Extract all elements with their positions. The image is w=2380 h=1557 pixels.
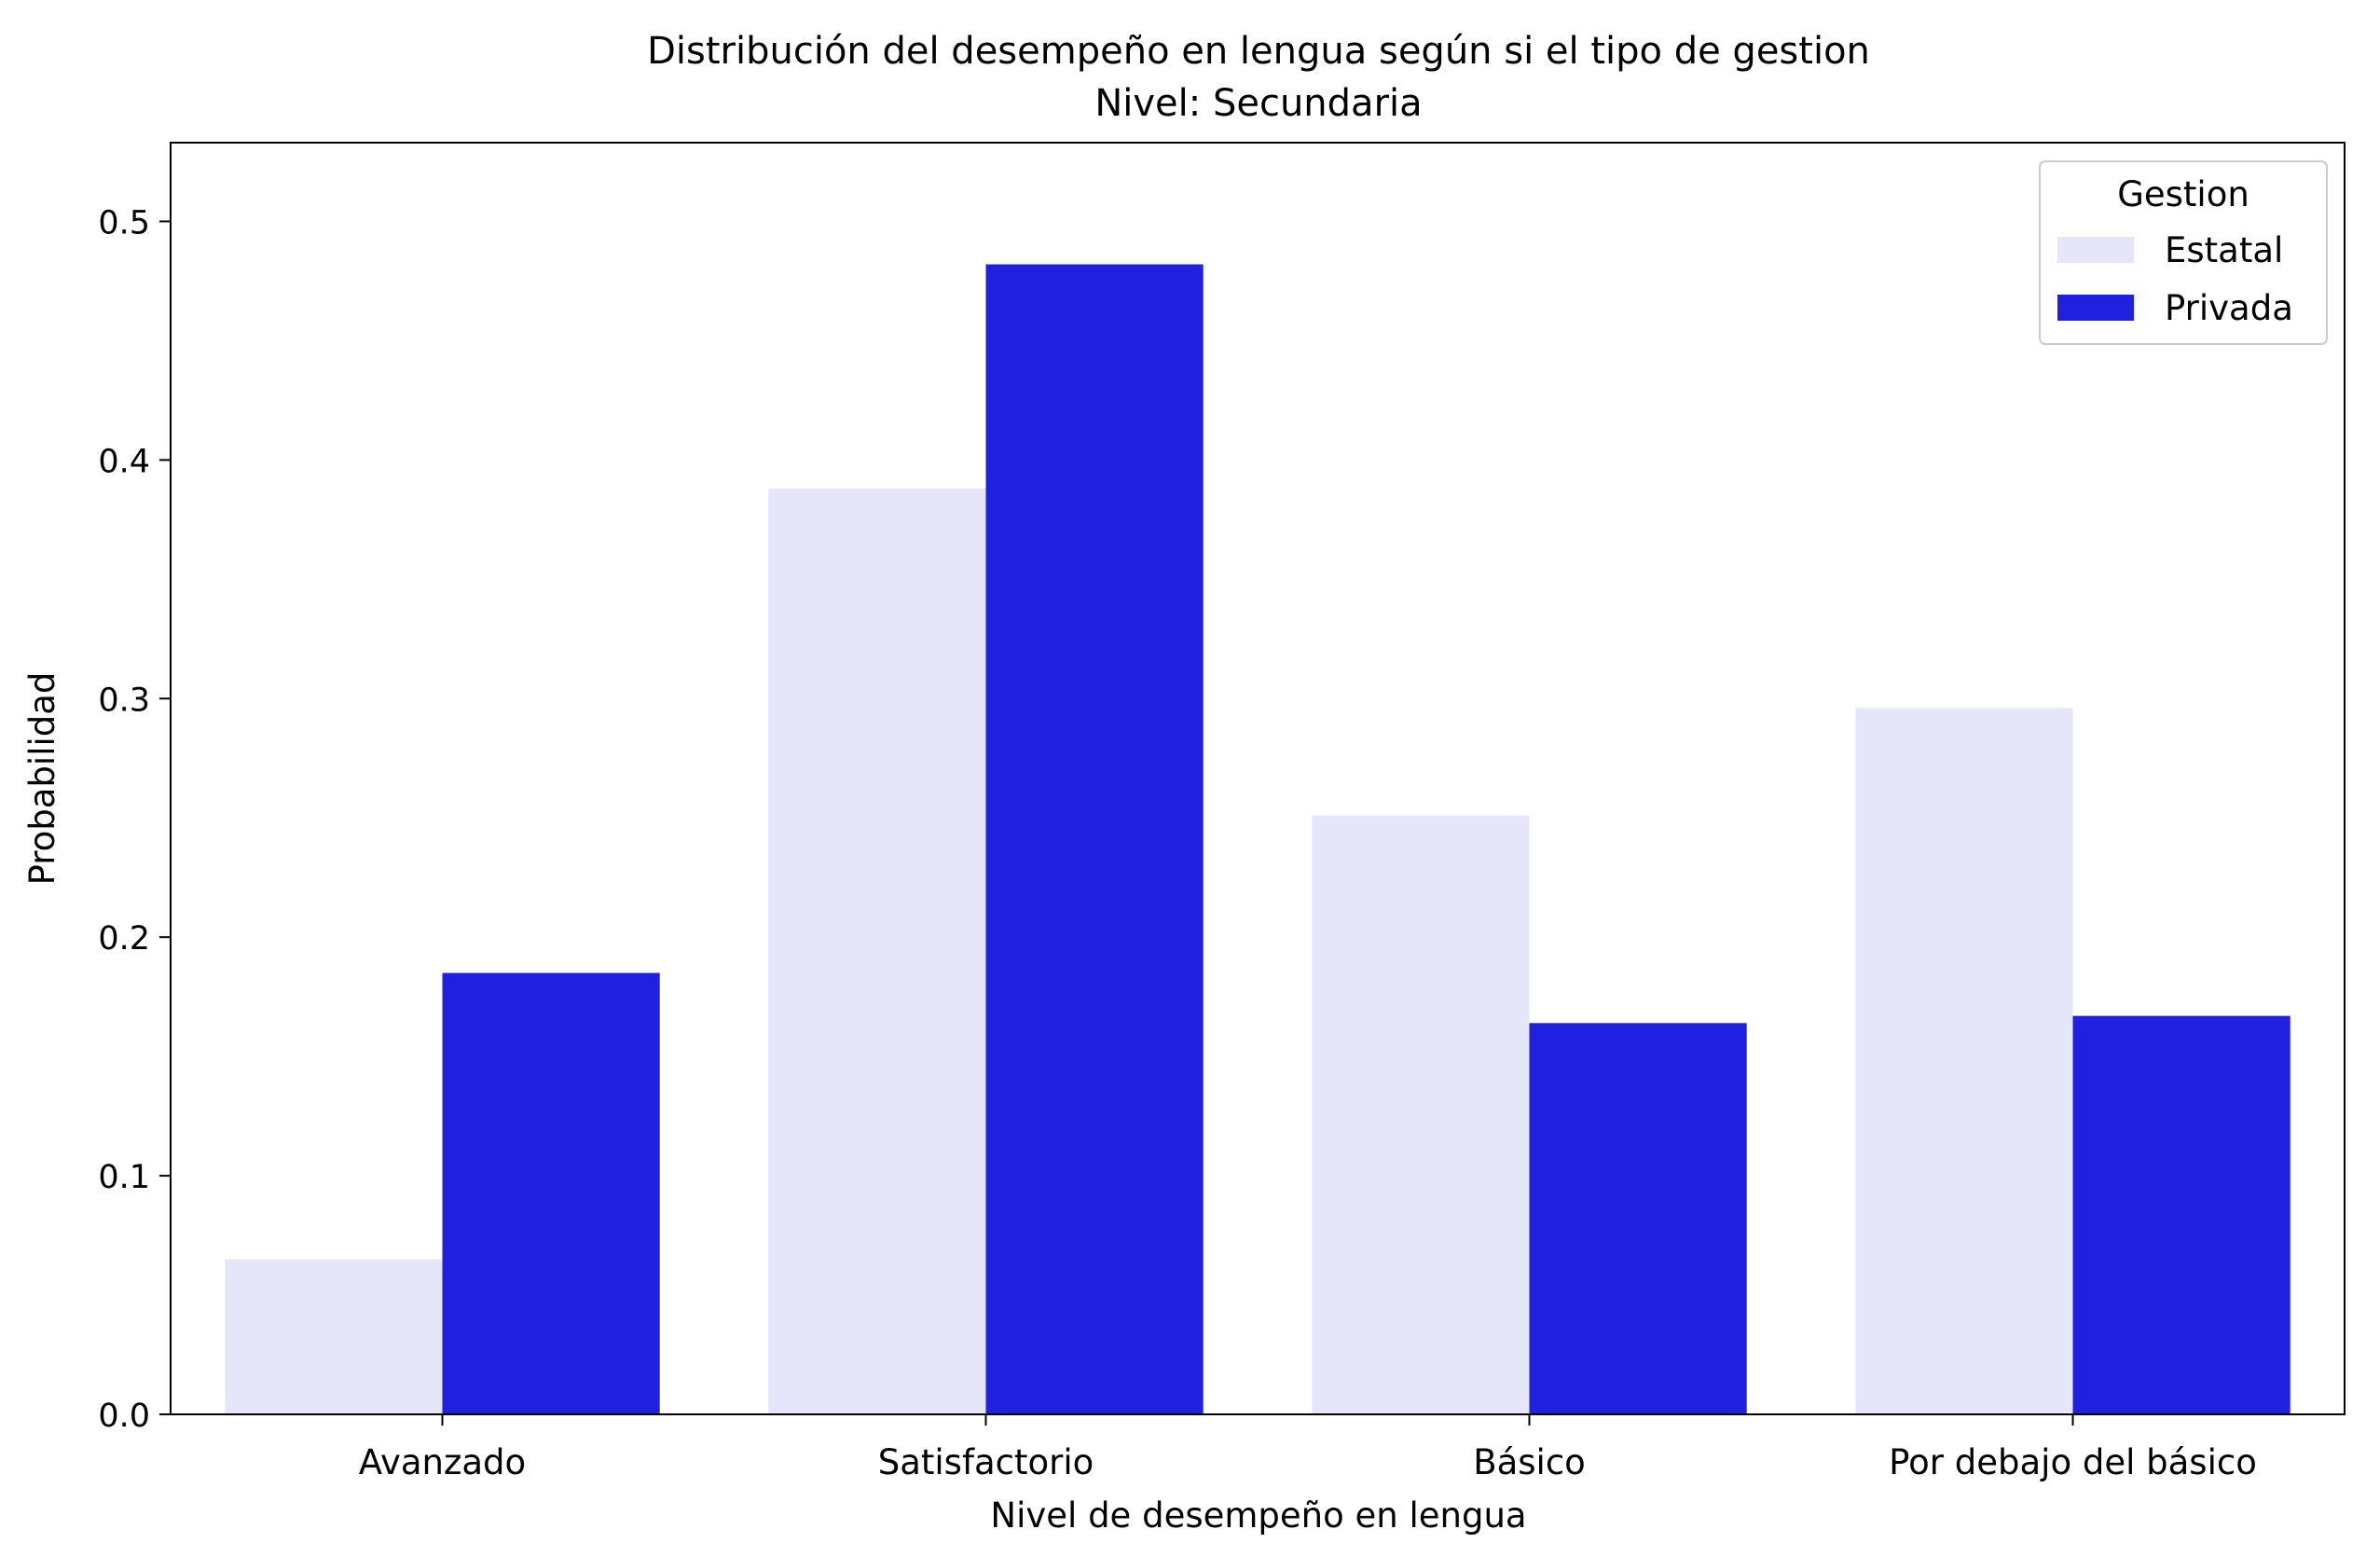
- y-tick-label: 0.2: [98, 920, 150, 958]
- plot-frame: [170, 142, 2346, 1415]
- bar-privada-satisfactorio: [985, 264, 1204, 1415]
- y-tick-label: 0.4: [98, 443, 150, 480]
- x-axis: Avanzado Satisfactorio Básico Por debajo de…: [359, 1414, 2257, 1482]
- bars-group: [225, 264, 2291, 1415]
- bar-estatal-satisfactorio: [768, 489, 986, 1414]
- legend-swatch-estatal: [2057, 237, 2134, 263]
- bar-estatal-basico: [1312, 815, 1530, 1414]
- x-tick-label: Satisfactorio: [878, 1442, 1094, 1482]
- x-tick-label: Básico: [1473, 1442, 1586, 1482]
- bar-privada-por-debajo-del-basico: [2072, 1015, 2291, 1414]
- legend-label-estatal: Estatal: [2165, 230, 2283, 270]
- x-axis-label: Nivel de desempeño en lengua: [990, 1495, 1526, 1536]
- legend-label-privada: Privada: [2165, 288, 2293, 328]
- y-tick-label: 0.3: [98, 682, 150, 719]
- bar-estatal-avanzado: [225, 1259, 443, 1414]
- bar-privada-avanzado: [442, 972, 660, 1414]
- bar-privada-basico: [1529, 1023, 1747, 1414]
- legend-title: Gestion: [2117, 174, 2249, 214]
- chart-subtitle: Nivel: Secundaria: [1094, 82, 1422, 125]
- x-tick-label: Avanzado: [359, 1442, 526, 1482]
- y-axis: 0.0 0.1 0.2 0.3 0.4 0.5: [98, 204, 171, 1435]
- y-tick-label: 0.5: [98, 204, 150, 241]
- y-tick-label: 0.0: [98, 1398, 150, 1435]
- y-axis-label: Probabilidad: [22, 672, 62, 886]
- legend-swatch-privada: [2057, 295, 2134, 321]
- legend: Gestion Estatal Privada: [2039, 160, 2328, 345]
- y-tick-label: 0.1: [98, 1159, 150, 1196]
- chart-title: Distribución del desempeño en lengua seg…: [647, 30, 1870, 73]
- bar-estatal-por-debajo-del-basico: [1855, 708, 2073, 1414]
- x-tick-label: Por debajo del básico: [1889, 1442, 2257, 1482]
